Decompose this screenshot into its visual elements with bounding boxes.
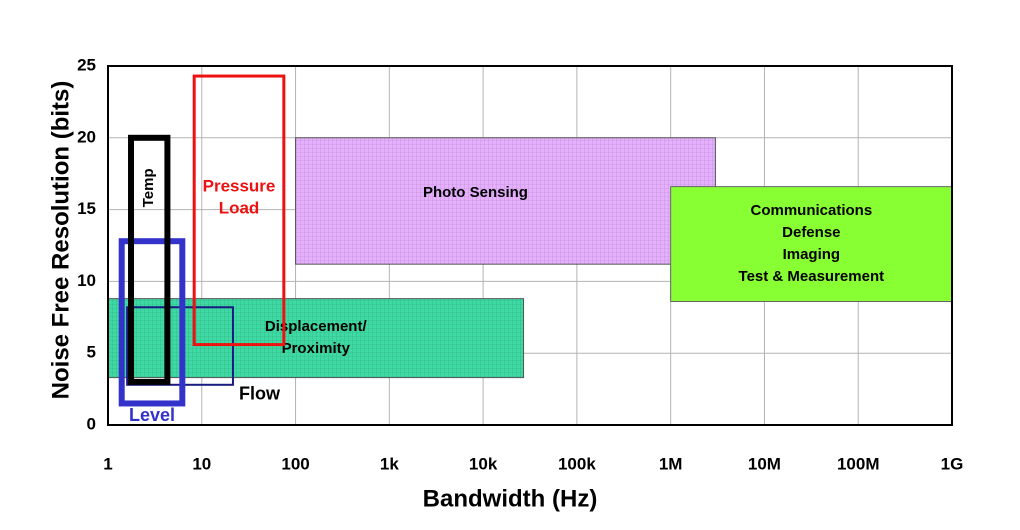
region-label: Load xyxy=(219,199,260,218)
region xyxy=(192,74,286,347)
y-tick-label: 5 xyxy=(87,343,96,362)
region-label: Imaging xyxy=(783,246,841,263)
x-tick-label: 100 xyxy=(281,454,309,473)
y-tick-label: 20 xyxy=(77,127,96,146)
region-label: Proximity xyxy=(282,340,351,357)
region-label: Level xyxy=(129,405,175,425)
x-tick-label: 1 xyxy=(103,454,112,473)
region xyxy=(670,186,953,303)
region-hatch xyxy=(295,137,716,265)
x-axis-label: Bandwidth (Hz) xyxy=(423,485,598,512)
region-label: Displacement/ xyxy=(265,318,368,335)
region-label: Photo Sensing xyxy=(423,184,528,201)
region xyxy=(118,238,186,407)
x-tick-label: 1M xyxy=(659,454,683,473)
x-tick-label: 100k xyxy=(558,454,596,473)
x-tick-label: 1k xyxy=(380,454,399,473)
region-label: Temp xyxy=(140,168,157,207)
y-tick-label: 10 xyxy=(77,271,96,290)
region-hatch xyxy=(108,298,524,378)
plot-frame xyxy=(107,65,953,426)
x-tick-label: 100M xyxy=(837,454,880,473)
region-label: Test & Measurement xyxy=(739,268,885,285)
y-tick-label: 25 xyxy=(77,55,96,74)
region-label: Defense xyxy=(782,224,840,241)
region-label: Communications xyxy=(750,202,872,219)
y-axis-label: Noise Free Resolution (bits) xyxy=(47,81,74,400)
y-tick-label: 0 xyxy=(87,414,96,433)
y-tick-label: 15 xyxy=(77,199,96,218)
x-tick-label: 10M xyxy=(748,454,781,473)
x-tick-label: 1G xyxy=(941,454,964,473)
region-label: Pressure xyxy=(203,177,276,196)
x-tick-label: 10 xyxy=(192,454,211,473)
x-tick-label: 10k xyxy=(469,454,498,473)
region xyxy=(128,134,171,385)
region-label: Flow xyxy=(239,384,281,404)
